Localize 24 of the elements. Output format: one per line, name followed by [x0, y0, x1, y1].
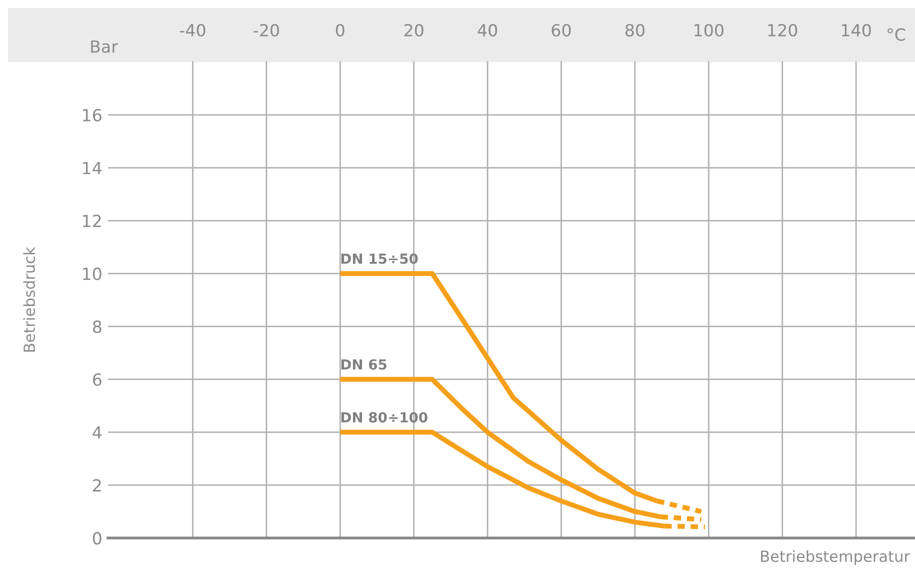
x-tick-label: -20 — [254, 24, 279, 37]
x-tick-label: 140 — [842, 24, 871, 37]
series-label: DN 65 — [341, 359, 386, 370]
y-tick-label: 2 — [93, 479, 101, 492]
y-tick-label: 16 — [83, 108, 102, 122]
y-tick-label: 12 — [83, 214, 101, 227]
y-tick-label: 10 — [83, 268, 102, 280]
y-tick-label: 0 — [92, 532, 102, 545]
x-tick-label: 20 — [404, 24, 424, 37]
y-tick-label: 4 — [92, 426, 102, 439]
y-tick-label: 6 — [93, 373, 102, 386]
text: °C — [888, 28, 906, 41]
y-tick-label: 8 — [92, 320, 102, 334]
x-tick-label: 40 — [478, 24, 498, 37]
x-tick-label: 0 — [336, 24, 344, 37]
text: Bar — [91, 40, 118, 53]
x-tick-label: 100 — [694, 24, 724, 37]
x-tick-label: 120 — [768, 24, 798, 37]
x-axis-title: Betriebstemperatur — [761, 550, 910, 565]
x-tick-label: 60 — [552, 24, 571, 37]
y-axis-title: Betriebsdruck — [23, 246, 36, 352]
y-tick-label: 14 — [83, 162, 102, 174]
x-tick-label: -40 — [180, 24, 206, 37]
x-tick-label: 80 — [625, 24, 644, 37]
